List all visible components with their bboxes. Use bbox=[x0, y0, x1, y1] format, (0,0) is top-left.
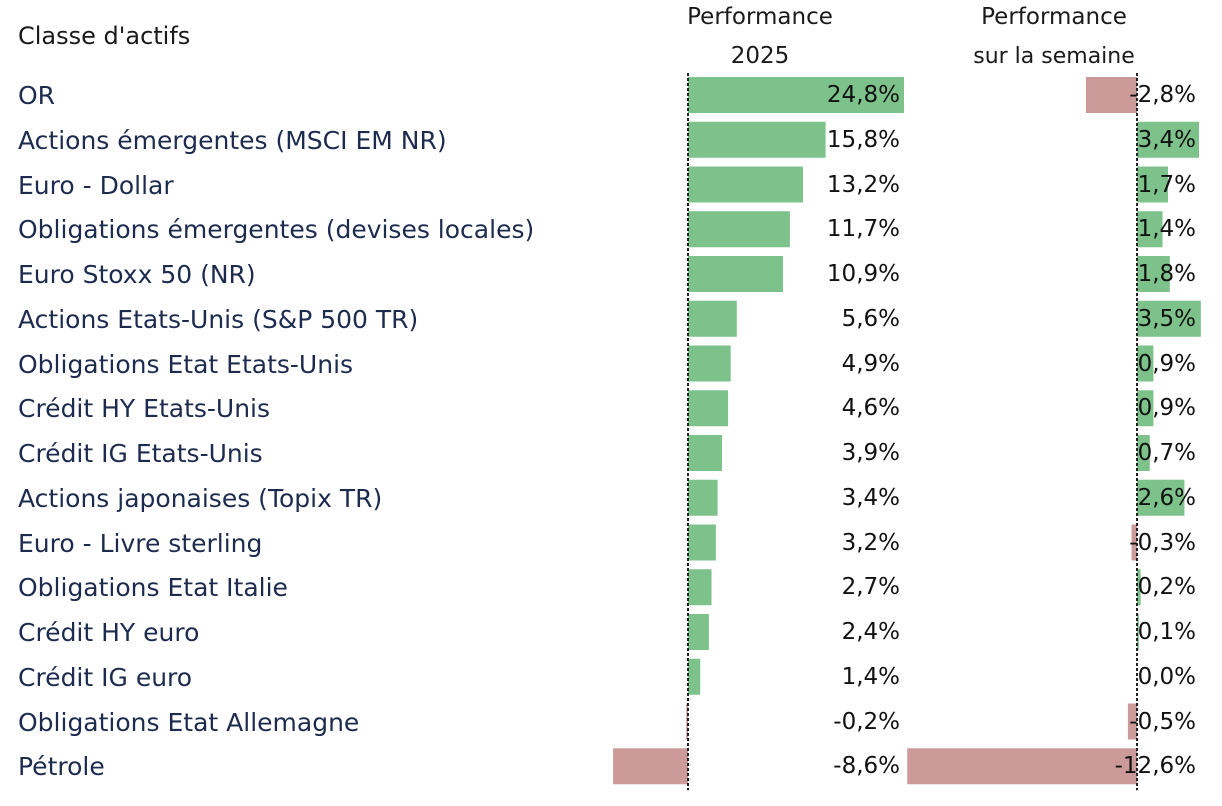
ytd-value-label: 11,7% bbox=[826, 216, 900, 243]
week-value-label: 0,0% bbox=[1137, 663, 1196, 690]
ytd-value-label: 13,2% bbox=[826, 171, 900, 198]
ytd-value-label: 5,6% bbox=[841, 305, 900, 332]
category-label: Euro Stoxx 50 (NR) bbox=[18, 260, 256, 289]
week-bar bbox=[1131, 524, 1137, 561]
category-label: Crédit IG Etats-Unis bbox=[18, 439, 263, 468]
ytd-value-label: 3,2% bbox=[841, 529, 900, 556]
category-label: Obligations émergentes (devises locales) bbox=[18, 215, 535, 245]
week-value-label: 0,9% bbox=[1137, 350, 1196, 377]
category-label: Actions émergentes (MSCI EM NR) bbox=[18, 125, 447, 155]
week-bar bbox=[1137, 435, 1150, 471]
week-bar bbox=[1137, 614, 1139, 650]
ytd-bar bbox=[688, 658, 701, 695]
category-label: Obligations Etat Allemagne bbox=[18, 707, 360, 737]
week-value-label: 0,9% bbox=[1137, 395, 1196, 422]
category-label: Actions japonaises (Topix TR) bbox=[18, 483, 383, 513]
week-bar bbox=[1137, 121, 1199, 158]
ytd-bar bbox=[688, 479, 718, 516]
ytd-bar bbox=[688, 614, 709, 650]
week-value-label: -12,6% bbox=[1114, 753, 1196, 780]
category-label: Euro - Livre sterling bbox=[18, 528, 263, 558]
category-label: Crédit IG euro bbox=[18, 662, 193, 692]
category-label: Crédit HY euro bbox=[18, 618, 200, 647]
week-bar bbox=[1137, 345, 1154, 382]
ytd-value-label: 3,9% bbox=[841, 440, 900, 466]
category-label: Euro - Dollar bbox=[18, 170, 174, 200]
ytd-bar bbox=[613, 748, 688, 785]
ytd-bar bbox=[688, 569, 712, 606]
week-value-label: -0,5% bbox=[1129, 708, 1196, 735]
ytd-bar bbox=[686, 703, 688, 740]
header-week-line1: Performance bbox=[981, 4, 1127, 30]
week-value-label: 0,7% bbox=[1137, 440, 1196, 466]
ytd-bar bbox=[688, 77, 904, 113]
header-ytd-line2: 2025 bbox=[730, 43, 790, 69]
week-value-label: -2,8% bbox=[1129, 82, 1196, 108]
header-ytd-line1: Performance bbox=[687, 4, 833, 30]
category-label: Pétrole bbox=[18, 752, 105, 782]
week-value-label: -0,3% bbox=[1129, 529, 1196, 556]
ytd-bar bbox=[688, 390, 729, 427]
week-value-label: 2,6% bbox=[1137, 484, 1196, 511]
category-label: OR bbox=[18, 81, 56, 110]
ytd-value-label: 10,9% bbox=[826, 261, 900, 287]
category-label: Obligations Etat Italie bbox=[18, 573, 288, 603]
week-bar bbox=[1127, 703, 1137, 740]
week-bar bbox=[1137, 166, 1168, 203]
week-bar bbox=[1137, 300, 1201, 337]
ytd-bar bbox=[688, 345, 731, 382]
category-label: Crédit HY Etats-Unis bbox=[18, 394, 271, 424]
week-bar bbox=[1137, 390, 1154, 427]
week-bar bbox=[1137, 211, 1163, 248]
week-value-label: 3,4% bbox=[1137, 126, 1196, 153]
ytd-value-label: 24,8% bbox=[826, 82, 900, 108]
ytd-value-label: 4,9% bbox=[841, 350, 900, 377]
ytd-bar bbox=[688, 256, 783, 292]
category-label: Actions Etats-Unis (S&P 500 TR) bbox=[18, 304, 419, 334]
week-bar bbox=[907, 748, 1137, 785]
ytd-value-label: 1,4% bbox=[841, 663, 900, 690]
week-value-label: 0,2% bbox=[1137, 574, 1196, 601]
ytd-value-label: -0,2% bbox=[833, 708, 900, 735]
week-bar bbox=[1137, 479, 1185, 516]
ytd-bar bbox=[688, 300, 737, 337]
week-value-label: 0,1% bbox=[1137, 619, 1196, 645]
week-bar bbox=[1085, 77, 1137, 113]
week-value-label: 3,5% bbox=[1137, 305, 1196, 332]
week-value-label: 1,4% bbox=[1137, 216, 1196, 243]
ytd-value-label: 2,4% bbox=[841, 619, 900, 645]
ytd-bar bbox=[688, 121, 826, 158]
week-value-label: 1,7% bbox=[1137, 171, 1196, 198]
ytd-bar bbox=[688, 211, 790, 248]
header-week-line2: sur la semaine bbox=[973, 44, 1135, 69]
header-asset-class: Classe d'actifs bbox=[18, 22, 191, 50]
ytd-bar bbox=[688, 524, 716, 561]
category-label: Obligations Etat Etats-Unis bbox=[18, 349, 354, 379]
week-bar bbox=[1137, 569, 1141, 606]
ytd-value-label: 2,7% bbox=[841, 574, 900, 601]
ytd-value-label: 4,6% bbox=[841, 395, 900, 422]
week-bar bbox=[1137, 256, 1170, 292]
ytd-bar bbox=[688, 166, 803, 203]
ytd-value-label: 15,8% bbox=[826, 126, 900, 153]
week-value-label: 1,8% bbox=[1137, 261, 1196, 287]
ytd-bar bbox=[688, 435, 722, 471]
ytd-value-label: -8,6% bbox=[833, 753, 900, 780]
ytd-value-label: 3,4% bbox=[841, 484, 900, 511]
